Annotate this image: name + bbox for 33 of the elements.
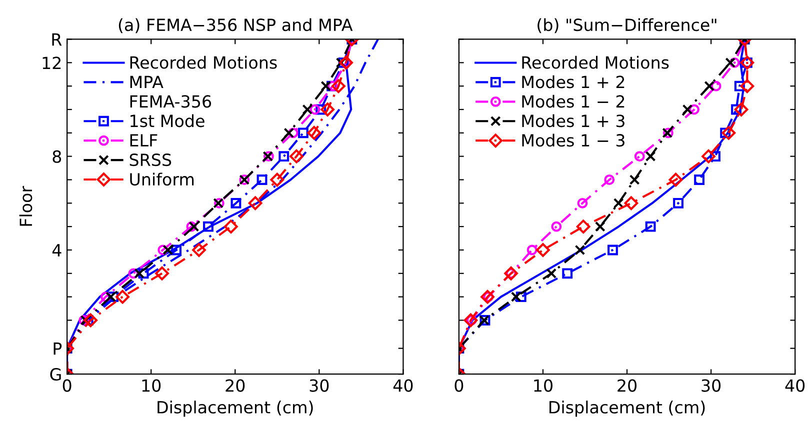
x-tick-label: 30 bbox=[702, 379, 721, 392]
legend-label: MPA bbox=[130, 76, 164, 88]
legend-label: Modes 1 − 3 bbox=[522, 134, 624, 147]
y-tick-label: R bbox=[52, 33, 62, 46]
chart-title: (a) FEMA−356 NSP and MPA bbox=[118, 18, 353, 34]
x-tick-label: 0 bbox=[454, 379, 464, 392]
y-tick-label: 4 bbox=[52, 244, 62, 256]
x-tick-label: 20 bbox=[618, 379, 637, 392]
legend-label: Uniform bbox=[130, 172, 194, 186]
x-tick-label: 10 bbox=[534, 379, 552, 392]
x-tick-label: 30 bbox=[310, 379, 329, 392]
legend-label: Modes 1 + 3 bbox=[522, 114, 624, 128]
y-tick-label: 12 bbox=[42, 56, 61, 69]
annotation: FEMA-356 bbox=[130, 95, 212, 108]
x-tick-label: 10 bbox=[142, 379, 161, 392]
x-tick-label: 40 bbox=[393, 379, 413, 392]
legend-label: Modes 1 + 2 bbox=[522, 75, 624, 88]
y-axis-title: Floor bbox=[19, 186, 32, 226]
legend-label: 1st Mode bbox=[130, 114, 204, 128]
x-tick-label: 20 bbox=[226, 379, 245, 392]
x-tick-label: 40 bbox=[785, 379, 805, 392]
chart-title: (b) "Sum−Difference" bbox=[538, 18, 716, 34]
legend-label: Recorded Motions bbox=[522, 56, 669, 69]
x-axis-title: Displacement (cm) bbox=[550, 400, 705, 417]
y-tick-label: G bbox=[50, 368, 61, 381]
legend-label: Recorded Motions bbox=[130, 56, 277, 69]
y-tick-label: 8 bbox=[52, 150, 62, 163]
x-axis-title: Displacement (cm) bbox=[158, 400, 313, 417]
legend-label: Modes 1 − 2 bbox=[522, 94, 624, 108]
legend-label: SRSS bbox=[130, 154, 172, 166]
legend-label: ELF bbox=[130, 134, 158, 146]
x-tick-label: 0 bbox=[62, 379, 72, 392]
y-tick-label: P bbox=[54, 342, 62, 355]
